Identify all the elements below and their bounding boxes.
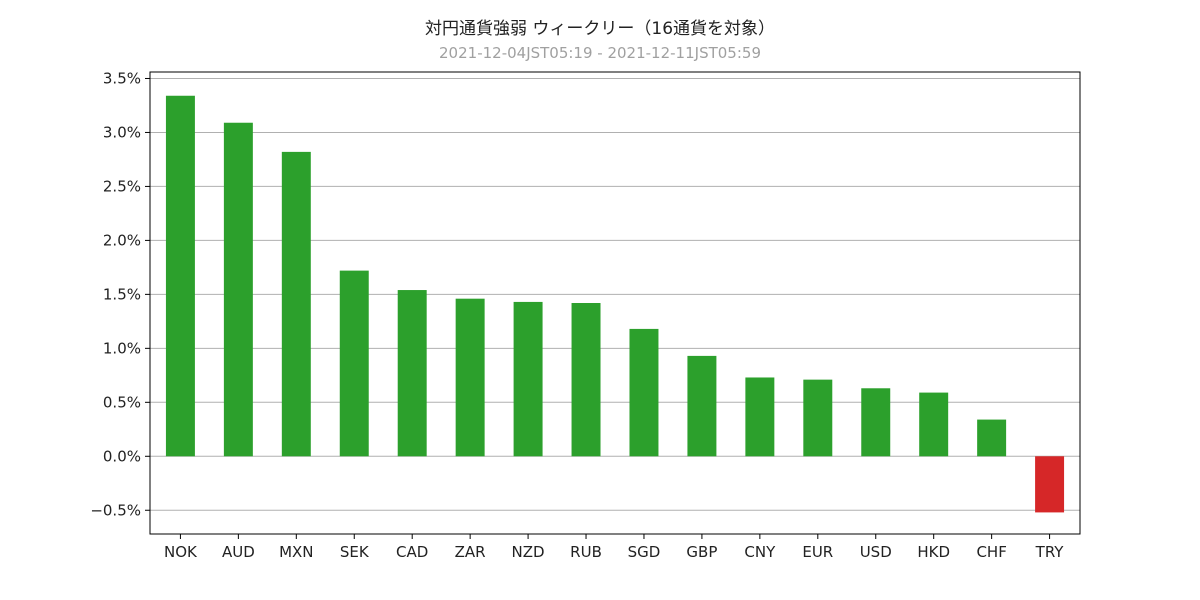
bar-chf [977,419,1007,457]
x-tick-label-sgd: SGD [628,543,661,561]
x-tick-label-aud: AUD [222,543,255,561]
x-tick-label-nok: NOK [164,543,198,561]
bar-cny [745,377,775,457]
bar-nok [165,95,195,457]
bar-nzd [513,301,543,457]
bar-try [1035,456,1065,513]
plot-frame [149,71,1081,535]
y-tick-label: 3.0% [103,123,141,141]
bar-rub [571,303,601,457]
y-axis-ticks: −0.5% 0.0% 0.5% 1.0% 1.5% 2.0% 2.5% 3.0% 3.5% [90,69,150,519]
bar-hkd [919,392,949,457]
x-tick-label-usd: USD [860,543,892,561]
y-tick-label: 3.5% [103,69,141,87]
x-tick-label-zar: ZAR [455,543,486,561]
x-tick-label-sek: SEK [340,543,370,561]
x-tick-label-cad: CAD [396,543,428,561]
bar-aud [223,122,253,457]
chart-subtitle: 2021-12-04JST05:19 - 2021-12-11JST05:59 [439,44,761,62]
bar-usd [861,388,891,457]
bar-sgd [629,328,659,457]
x-tick-label-hkd: HKD [917,543,950,561]
bar-sek [339,270,369,457]
x-axis-ticks: NOK AUD MXN SEK CAD ZAR NZD RUB SGD GBP CNY EUR USD H… [164,534,1064,561]
y-tick-label: 0.5% [103,393,141,411]
bar-mxn [281,151,311,457]
bar-gbp [687,355,717,457]
x-tick-label-try: TRY [1035,543,1065,561]
x-tick-label-rub: RUB [570,543,602,561]
bar-cad [397,290,427,457]
y-tick-label: 0.0% [103,447,141,465]
y-tick-label: −0.5% [90,501,141,519]
x-tick-label-nzd: NZD [512,543,545,561]
x-tick-label-chf: CHF [976,543,1006,561]
y-tick-label: 1.5% [103,285,141,303]
y-tick-label: 1.0% [103,339,141,357]
bar-zar [455,298,485,457]
y-tick-label: 2.0% [103,231,141,249]
chart-title: 対円通貨強弱 ウィークリー（16通貨を対象） [424,19,776,39]
x-tick-label-gbp: GBP [686,543,717,561]
bar-eur [803,379,833,457]
x-tick-label-mxn: MXN [279,543,313,561]
y-tick-label: 2.5% [103,177,141,195]
x-tick-label-eur: EUR [802,543,833,561]
bars [165,95,1065,513]
x-tick-label-cny: CNY [744,543,776,561]
